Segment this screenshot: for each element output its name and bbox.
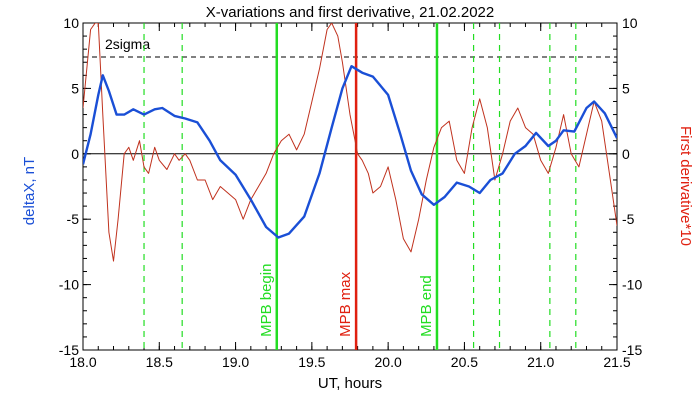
x-tick-label: 18.0 — [69, 354, 96, 370]
marker-label: MPB end — [418, 275, 435, 337]
y-tick-label-left: -5 — [67, 211, 80, 227]
marker-label: MPB max — [337, 271, 354, 337]
x-tick-label: 18.5 — [146, 354, 173, 370]
x-tick-label: 21.0 — [527, 354, 554, 370]
y-tick-label-left: -10 — [59, 277, 79, 293]
series-line-derivative — [83, 23, 617, 262]
sigma-label: 2sigma — [105, 36, 150, 52]
y-axis-label-right: First derivative*10 — [677, 126, 694, 246]
y-tick-label-right: 0 — [622, 146, 630, 162]
y-tick-label-left: 5 — [71, 80, 79, 96]
series-line-deltax — [83, 65, 617, 239]
y-tick-label-left: 10 — [63, 15, 79, 31]
y-tick-label-right: -10 — [622, 277, 642, 293]
x-tick-label: 20.0 — [375, 354, 402, 370]
chart-title: X-variations and first derivative, 21.02… — [206, 4, 495, 21]
y-tick-label-right: 10 — [622, 15, 638, 31]
y-tick-label-right: -15 — [622, 342, 642, 358]
x-axis-label: UT, hours — [318, 375, 382, 392]
x-tick-label: 19.5 — [298, 354, 325, 370]
x-tick-label: 19.0 — [222, 354, 249, 370]
y-tick-label-right: 5 — [622, 80, 630, 96]
plot-frame — [82, 22, 618, 351]
plot-area: 2sigma 18.0 18.5 19.0 19.5 20.0 20.5 21.0 21.5 10… — [59, 15, 643, 370]
marker-label: MPB begin — [258, 264, 275, 337]
x-tick-label: 21.5 — [603, 354, 630, 370]
y-axis-label-left: deltaX, nT — [21, 157, 38, 225]
y-tick-label-right: -5 — [622, 211, 635, 227]
y-tick-label-left: 0 — [71, 146, 79, 162]
y-tick-label-left: -15 — [59, 342, 79, 358]
x-tick-label: 20.5 — [451, 354, 478, 370]
